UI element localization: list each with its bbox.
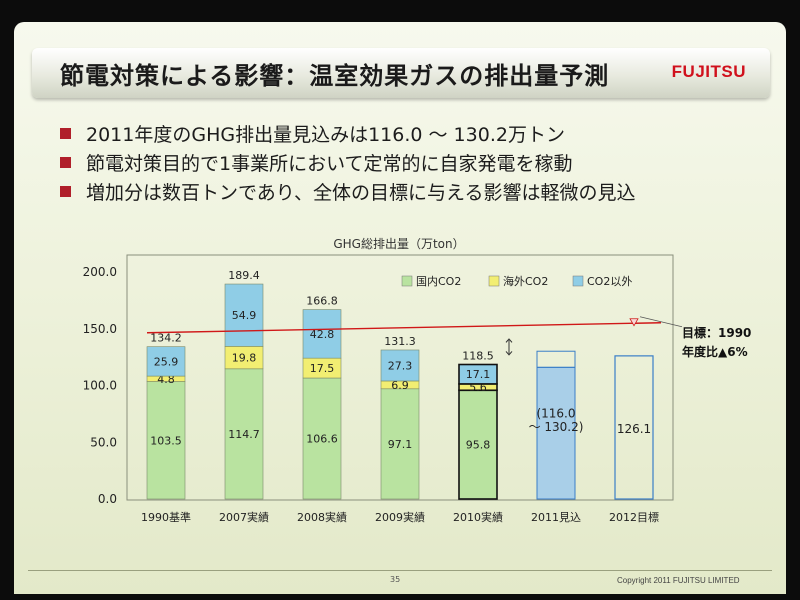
- fujitsu-logo: FUJITSU: [671, 62, 746, 81]
- legend-label: 海外CO2: [503, 274, 548, 288]
- title-bar: 節電対策による影響：温室効果ガスの排出量予測 FUJITSU: [32, 48, 770, 98]
- y-tick-label: 200.0: [83, 265, 117, 279]
- bar-value-label: 103.5: [150, 434, 182, 447]
- bullet-square-icon: [60, 157, 71, 168]
- bar-value-label: 17.5: [310, 362, 335, 375]
- y-tick-label: 150.0: [83, 322, 117, 336]
- bar-value-label: 95.8: [466, 439, 491, 452]
- bar-value-label: 6.9: [391, 379, 409, 392]
- bar-segment-domestic: [380, 388, 420, 500]
- bar-total-label: 166.8: [306, 295, 338, 308]
- bar-value-label: 19.8: [232, 352, 257, 365]
- bar-segment-domestic: [458, 389, 498, 500]
- bar-segment-domestic: [146, 381, 186, 500]
- copyright-text: Copyright 2011 FUJITSU LIMITED: [617, 576, 740, 585]
- x-tick-label: 2011見込: [531, 511, 581, 524]
- x-tick-label: 2010実績: [453, 510, 503, 524]
- target-marker-icon: [629, 318, 639, 327]
- bar-value-label: 17.1: [466, 368, 491, 381]
- target-note: 目標：1990: [682, 325, 751, 340]
- bar-segment-non-co2: [458, 363, 498, 385]
- legend-swatch: [488, 275, 500, 287]
- forecast-low-bar: [536, 366, 576, 500]
- bullet-square-icon: [60, 186, 71, 197]
- target-line: [146, 322, 662, 334]
- bar-segment-non-co2: [302, 309, 342, 359]
- arrow-down-icon: [505, 351, 513, 356]
- forecast-label: ～ 130.2): [529, 420, 584, 434]
- bullet-text: 節電対策目的で1事業所において定常的に自家発電を稼動: [86, 153, 573, 175]
- bar-segment-domestic: [302, 377, 342, 500]
- x-tick-label: 2008実績: [297, 510, 347, 524]
- bullet-item: 2011年度のGHG排出量見込みは116.0 ～ 130.2万トン: [60, 120, 780, 149]
- target-callout-line: [639, 316, 683, 328]
- slide: 節電対策による影響：温室効果ガスの排出量予測 FUJITSU 2011年度のGH…: [14, 22, 786, 594]
- bullet-text: 2011年度のGHG排出量見込みは116.0 ～ 130.2万トン: [86, 124, 565, 146]
- plot-frame: [126, 254, 674, 501]
- forecast-label: (116.0: [536, 406, 575, 420]
- forecast-range-outline: [536, 350, 576, 368]
- x-tick-label: 2009実績: [375, 510, 425, 524]
- legend-swatch: [401, 275, 413, 287]
- target-2012-bar: [614, 355, 654, 500]
- bar-total-label: 118.5: [462, 350, 494, 363]
- bar-value-label: 106.6: [306, 433, 338, 446]
- bar-total-label: 189.4: [228, 269, 260, 282]
- bar-value-label: 42.8: [310, 328, 335, 341]
- y-tick-label: 50.0: [90, 435, 117, 449]
- bar-value-label: 25.9: [154, 355, 179, 368]
- x-tick-label: 1990基準: [141, 510, 191, 524]
- bullet-item: 増加分は数百トンであり、全体の目標に与える影響は軽微の見込: [60, 178, 780, 207]
- y-tick-label: 0.0: [98, 492, 117, 506]
- y-tick-label: 100.0: [83, 379, 117, 393]
- bar-value-label: 27.3: [388, 359, 413, 372]
- chart-svg: GHG総排出量（万ton） 0.0 50.0 100.0 150.0 200.0 103.5…: [83, 237, 752, 524]
- bar-value-label: 97.1: [388, 438, 413, 451]
- bar-segment-domestic: [224, 368, 264, 500]
- chart-title: GHG総排出量（万ton）: [333, 237, 464, 251]
- bullet-square-icon: [60, 128, 71, 139]
- footer-divider: [28, 570, 772, 571]
- x-tick-label: 2007実績: [219, 510, 269, 524]
- legend-label: 国内CO2: [416, 274, 461, 288]
- target-2012-label: 126.1: [617, 422, 651, 436]
- bar-value-label: 114.7: [228, 428, 260, 441]
- target-note: 年度比▲6%: [682, 344, 748, 359]
- bar-value-label: 54.9: [232, 309, 257, 322]
- bullet-item: 節電対策目的で1事業所において定常的に自家発電を稼動: [60, 149, 780, 178]
- legend-label: CO2以外: [587, 275, 632, 288]
- bar-total-label: 134.2: [150, 332, 182, 345]
- legend-swatch: [572, 275, 584, 287]
- bar-total-label: 131.3: [384, 335, 416, 348]
- ghg-chart: GHG総排出量（万ton） 0.0 50.0 100.0 150.0 200.0 103.5…: [14, 22, 786, 594]
- x-tick-label: 2012目標: [609, 510, 659, 524]
- bullet-list: 2011年度のGHG排出量見込みは116.0 ～ 130.2万トン 節電対策目的…: [60, 120, 780, 207]
- bullet-text: 増加分は数百トンであり、全体の目標に与える影響は軽微の見込: [86, 182, 636, 204]
- page-number: 35: [390, 575, 401, 584]
- bar-segment-non-co2: [380, 349, 420, 382]
- bar-segment-non-co2: [224, 283, 264, 347]
- bar-segment-non-co2: [146, 346, 186, 377]
- slide-title: 節電対策による影響：温室効果ガスの排出量予測: [60, 62, 610, 90]
- arrow-up-icon: [505, 338, 513, 343]
